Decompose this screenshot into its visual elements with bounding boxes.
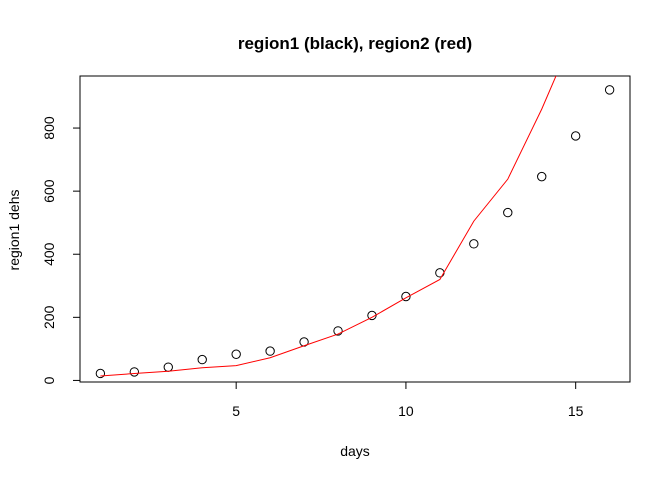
y-tick-label: 400 [41,242,57,266]
y-tick-label: 200 [41,305,57,329]
data-point-region1 [197,354,207,365]
x-tick-label: 5 [232,403,240,419]
data-point-region1 [401,291,411,302]
data-point-region1 [469,239,479,249]
y-tick-label: 600 [41,179,57,203]
data-point-region1 [95,368,106,379]
data-point-region1 [129,367,140,377]
data-point-region1 [503,207,513,218]
x-axis-label: days [340,443,370,459]
data-point-region1 [570,131,581,141]
x-axis: 5 10 15 [232,381,584,419]
y-axis: 0 200 400 600 800 [41,116,81,384]
data-point-region1 [435,268,445,278]
data-point-region1 [604,85,615,95]
series-line-region2 [100,76,557,377]
data-point-region1 [231,349,241,359]
data-point-region1 [537,171,547,182]
plot-frame [79,75,631,383]
plot-area [95,76,615,379]
x-tick-label: 10 [398,403,414,419]
data-point-region1 [333,326,343,336]
y-axis-label: region1 dehs [6,190,22,271]
data-point-region1 [163,362,173,372]
y-tick-label: 0 [41,376,57,384]
data-point-region1 [265,346,275,356]
chart-title: region1 (black), region2 (red) [238,34,472,53]
x-tick-label: 15 [568,403,584,419]
y-tick-label: 800 [41,116,57,140]
